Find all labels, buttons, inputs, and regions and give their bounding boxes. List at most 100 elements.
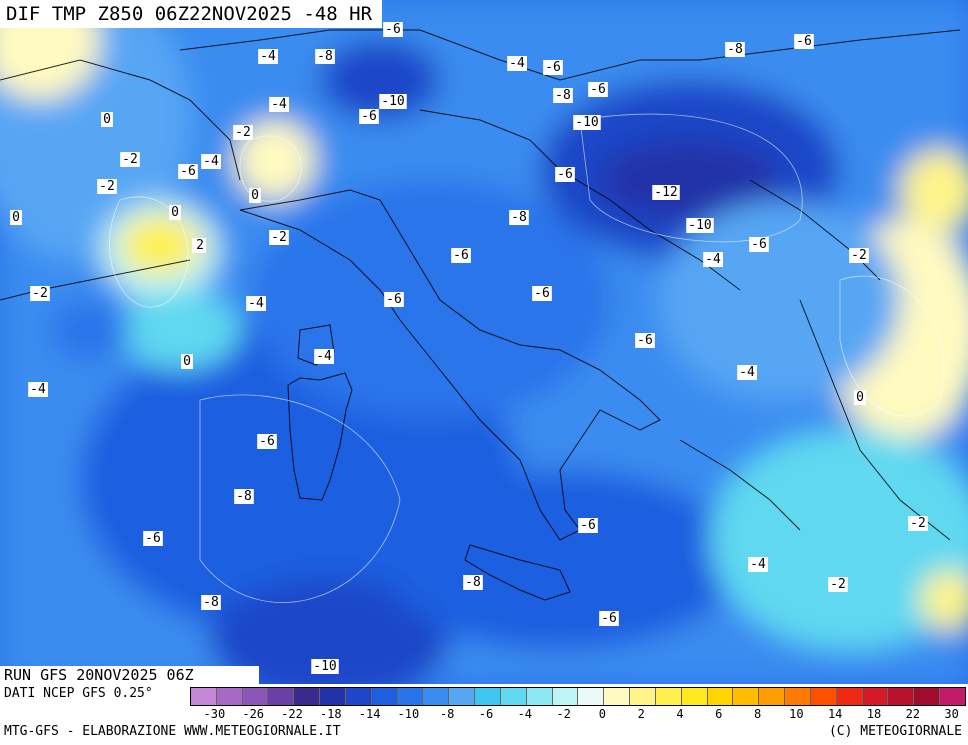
svg-text:-6: -6 xyxy=(601,611,617,626)
svg-text:2: 2 xyxy=(196,238,204,253)
contour-label: 0 xyxy=(854,390,866,405)
contour-label: -6 xyxy=(143,531,163,546)
scale-tick-label: 22 xyxy=(905,707,921,721)
scale-swatch xyxy=(836,688,863,705)
contour-label: -8 xyxy=(463,575,483,590)
contour-label: -10 xyxy=(573,115,601,130)
contour-label: -6 xyxy=(749,237,769,252)
scale-swatch xyxy=(862,688,889,705)
scale-swatch xyxy=(397,688,424,705)
contour-label: -4 xyxy=(201,154,221,169)
svg-text:-4: -4 xyxy=(248,296,264,311)
svg-text:-8: -8 xyxy=(511,210,527,225)
color-scale-bar xyxy=(190,687,966,706)
svg-text:-10: -10 xyxy=(313,659,336,674)
contour-label: 0 xyxy=(169,205,181,220)
scale-swatch xyxy=(785,688,811,705)
svg-text:-4: -4 xyxy=(203,154,219,169)
contour-label: -8 xyxy=(509,210,529,225)
svg-text:-4: -4 xyxy=(316,349,332,364)
contour-label: -8 xyxy=(725,42,745,57)
contour-label: -6 xyxy=(451,248,471,263)
contour-label: -2 xyxy=(269,230,289,245)
scale-swatch xyxy=(500,688,527,705)
contour-label: -6 xyxy=(257,434,277,449)
svg-text:-10: -10 xyxy=(688,218,711,233)
contour-label: -4 xyxy=(246,296,266,311)
scale-tick-label: 14 xyxy=(827,707,843,721)
contour-label: -10 xyxy=(311,659,339,674)
contour-label: -6 xyxy=(599,611,619,626)
contour-label: -4 xyxy=(28,382,48,397)
svg-text:-2: -2 xyxy=(122,152,138,167)
scale-swatch xyxy=(914,688,941,705)
scale-swatch xyxy=(759,688,786,705)
contour-label: -6 xyxy=(384,292,404,307)
scale-tick-label: -14 xyxy=(358,707,381,721)
scale-tick-label: -22 xyxy=(281,707,303,721)
svg-text:-8: -8 xyxy=(727,42,743,57)
footer-copyright: (C) METEOGIORNALE xyxy=(828,724,962,739)
scale-tick-label: -4 xyxy=(517,707,533,721)
scale-swatch xyxy=(371,688,398,705)
contour-label: -8 xyxy=(201,595,221,610)
contour-label: -6 xyxy=(555,167,575,182)
contour-label: -10 xyxy=(379,94,407,109)
scale-tick-label: 2 xyxy=(637,707,645,721)
scale-swatch xyxy=(655,688,682,705)
svg-text:-12: -12 xyxy=(654,185,677,200)
run-info: RUN GFS 20NOV2025 06Z xyxy=(0,666,259,684)
contour-label: 0 xyxy=(101,112,113,127)
svg-text:-4: -4 xyxy=(271,97,287,112)
svg-text:-2: -2 xyxy=(271,230,287,245)
svg-text:-10: -10 xyxy=(575,115,598,130)
svg-text:0: 0 xyxy=(103,112,111,127)
svg-text:0: 0 xyxy=(856,390,864,405)
svg-text:-2: -2 xyxy=(910,516,926,531)
contour-label: -8 xyxy=(553,88,573,103)
contour-label: -4 xyxy=(748,557,768,572)
scale-swatch xyxy=(552,688,579,705)
scale-swatch xyxy=(475,688,501,705)
contour-label: -2 xyxy=(30,286,50,301)
svg-text:-6: -6 xyxy=(545,60,561,75)
contour-label: -2 xyxy=(97,179,117,194)
temperature-anomaly-map: -6 -8 -4 -4 -6 -8 -6 -4 -10 -2 -6 -8 -6 0 -10 -6 2 -2 -4 -6… xyxy=(0,0,968,684)
scale-tick-label: 0 xyxy=(598,707,607,721)
svg-text:-8: -8 xyxy=(465,575,481,590)
svg-text:-10: -10 xyxy=(381,94,404,109)
scale-tick-label: -26 xyxy=(242,707,265,721)
scale-swatch xyxy=(242,688,269,705)
contour-label: -4 xyxy=(507,56,527,71)
scale-tick-label: 10 xyxy=(789,707,804,721)
svg-text:0: 0 xyxy=(183,354,191,369)
scale-tick-label: -10 xyxy=(397,707,420,721)
contour-label: -2 xyxy=(908,516,928,531)
svg-text:0: 0 xyxy=(251,188,259,203)
svg-text:-4: -4 xyxy=(260,49,276,64)
contour-label: 2 xyxy=(194,238,206,253)
contour-label: -6 xyxy=(532,286,552,301)
svg-text:-6: -6 xyxy=(259,434,275,449)
scale-tick-label: -30 xyxy=(203,707,226,721)
svg-text:-2: -2 xyxy=(851,248,867,263)
contour-label: -4 xyxy=(703,252,723,267)
color-scale-labels: -30 -26 -22 -18 -14 -10 -8 -6 -4 -2 0 2 4 6 8 10 14 18 22 3… xyxy=(190,707,966,723)
contour-label: -4 xyxy=(258,49,278,64)
svg-text:-6: -6 xyxy=(361,109,377,124)
svg-text:-6: -6 xyxy=(637,333,653,348)
contour-label: 0 xyxy=(10,210,22,225)
scale-swatch xyxy=(888,688,915,705)
svg-text:0: 0 xyxy=(171,205,179,220)
scale-tick-label: -6 xyxy=(478,707,494,721)
scale-tick-label: 8 xyxy=(753,707,762,721)
scale-swatch xyxy=(345,688,372,705)
contour-label: -4 xyxy=(737,365,757,380)
svg-text:-8: -8 xyxy=(555,88,571,103)
contour-label: -6 xyxy=(588,82,608,97)
svg-text:-6: -6 xyxy=(180,164,196,179)
contour-label: 0 xyxy=(181,354,193,369)
scale-swatch xyxy=(268,688,295,705)
svg-text:-2: -2 xyxy=(235,125,251,140)
svg-text:-6: -6 xyxy=(796,34,812,49)
